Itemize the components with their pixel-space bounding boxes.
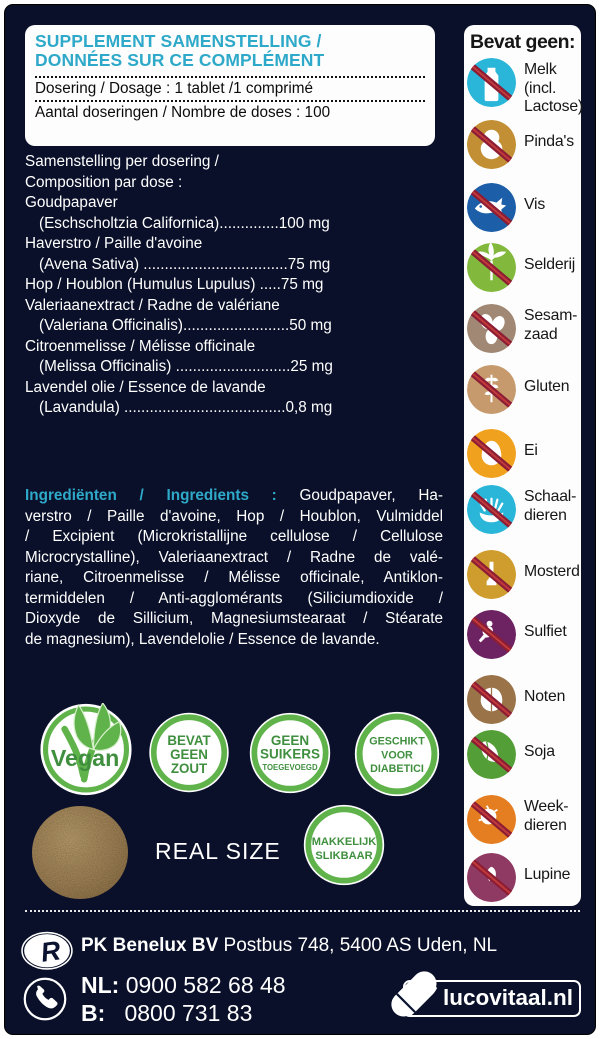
svg-text:BEVAT: BEVAT bbox=[167, 733, 211, 748]
svg-text:GESCHIKT: GESCHIKT bbox=[369, 736, 425, 748]
svg-text:GEEN: GEEN bbox=[170, 747, 208, 762]
svg-text:DIABETICI: DIABETICI bbox=[370, 763, 424, 775]
svg-text:ZOUT: ZOUT bbox=[171, 761, 208, 776]
svg-text:Vegan: Vegan bbox=[51, 745, 120, 771]
svg-text:GEEN: GEEN bbox=[271, 733, 309, 748]
svg-text:SUIKERS: SUIKERS bbox=[260, 747, 320, 762]
svg-text:TOEGEVOEGD: TOEGEVOEGD bbox=[262, 763, 318, 772]
svg-text:VOOR: VOOR bbox=[381, 749, 413, 761]
